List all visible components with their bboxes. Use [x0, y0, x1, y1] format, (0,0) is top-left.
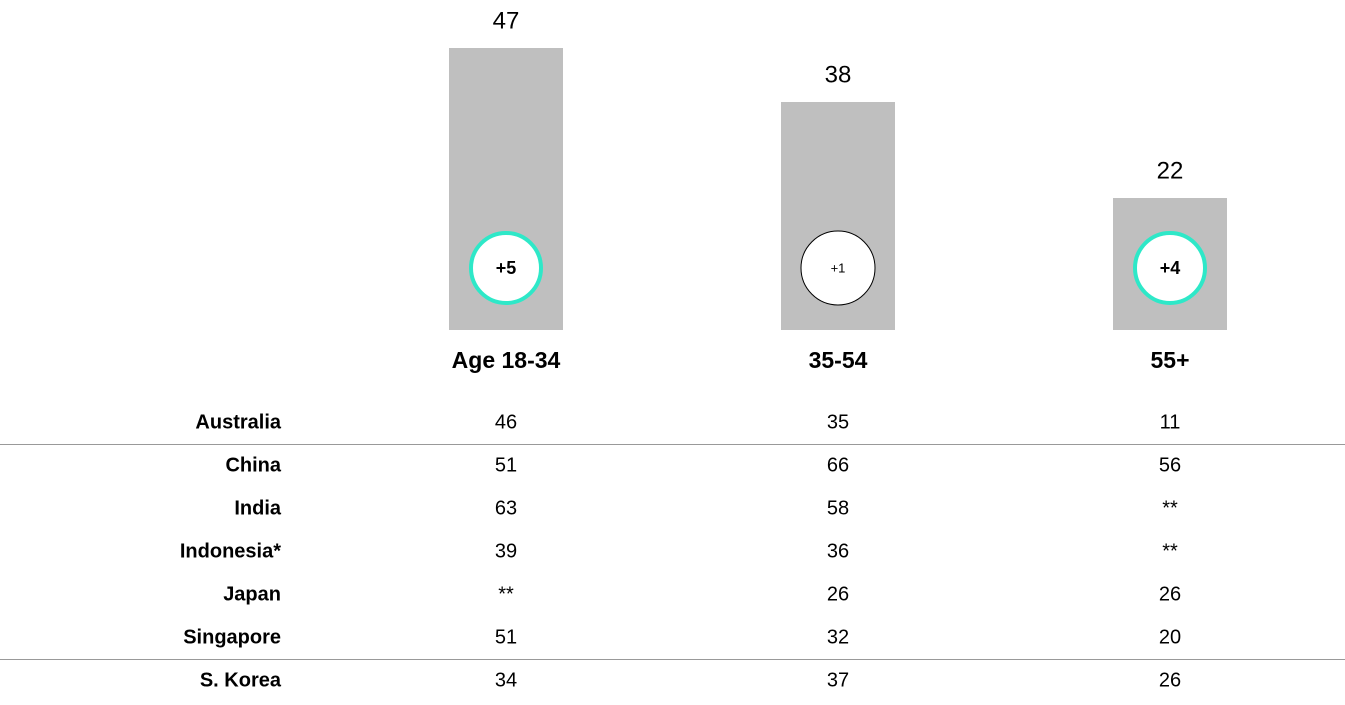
table-cell: 37	[827, 669, 849, 691]
table-cell: **	[498, 583, 514, 605]
table-cell: 58	[827, 497, 849, 519]
table-cell: 46	[495, 411, 517, 433]
table-cell: 63	[495, 497, 517, 519]
table-cell: 26	[1159, 583, 1181, 605]
table-cell: 34	[495, 669, 517, 691]
table-cell: 39	[495, 540, 517, 562]
row-label: India	[234, 497, 282, 519]
change-badge	[800, 230, 876, 306]
change-label: +5	[496, 258, 517, 278]
row-label: China	[225, 454, 281, 476]
change-badge	[1133, 231, 1207, 305]
table-cell: 11	[1160, 411, 1181, 433]
bar-value-label: 38	[825, 61, 852, 88]
bar-value-label: 47	[493, 7, 520, 34]
table-cell: **	[1162, 540, 1178, 562]
bar-value-label: 22	[1157, 157, 1184, 184]
row-label: Singapore	[183, 626, 281, 648]
category-label: 55+	[1150, 347, 1189, 373]
table-cell: 26	[1159, 669, 1181, 691]
row-label: Japan	[223, 583, 281, 605]
row-label: Indonesia*	[180, 540, 281, 562]
table-cell: 32	[827, 626, 849, 648]
table-cell: 66	[827, 454, 849, 476]
change-label: +1	[831, 260, 846, 275]
table-cell: 51	[495, 626, 517, 648]
row-label: Australia	[195, 411, 281, 433]
category-label: Age 18-34	[452, 347, 561, 373]
table-cell: 20	[1159, 626, 1181, 648]
table-cell: 26	[827, 583, 849, 605]
table-cell: 51	[495, 454, 517, 476]
row-label: S. Korea	[200, 669, 282, 691]
table-cell: 56	[1159, 454, 1181, 476]
change-label: +4	[1160, 258, 1181, 278]
table-cell: 35	[827, 411, 849, 433]
category-label: 35-54	[809, 347, 868, 373]
table-cell: 36	[827, 540, 849, 562]
table-cell: **	[1162, 497, 1178, 519]
change-badge	[469, 231, 543, 305]
